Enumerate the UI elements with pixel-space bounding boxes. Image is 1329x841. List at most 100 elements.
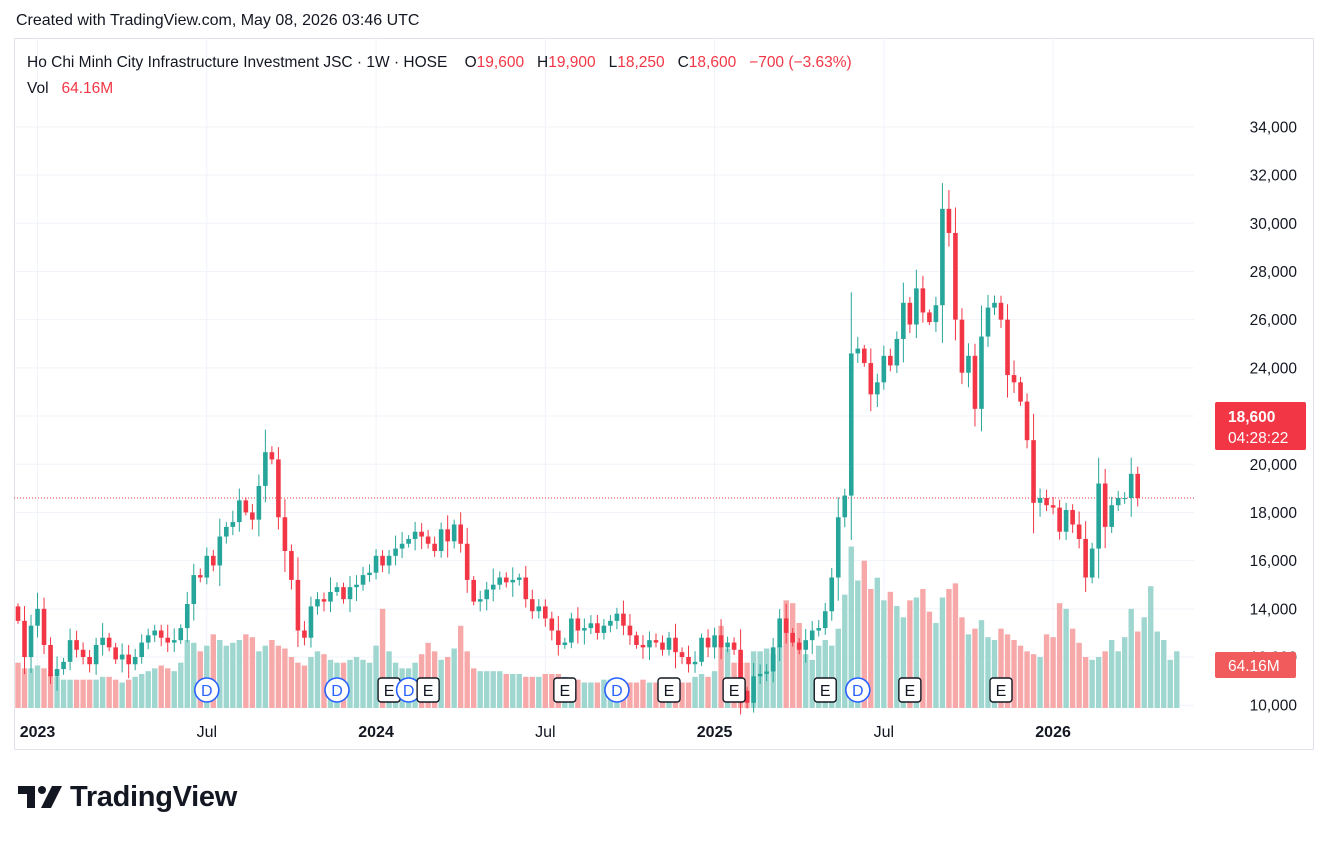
candle-body xyxy=(380,555,385,566)
symbol-interval[interactable]: 1W xyxy=(366,54,390,71)
volume-bar xyxy=(464,651,470,708)
candle-body xyxy=(529,599,535,612)
volume-bar xyxy=(1030,654,1037,708)
candle-body xyxy=(686,657,691,665)
candle-body xyxy=(595,623,600,633)
time-tick-label: 2023 xyxy=(20,724,56,741)
volume-bar xyxy=(783,600,789,708)
volume-bar xyxy=(184,640,190,708)
candle-body xyxy=(692,661,698,665)
candle-body xyxy=(28,625,34,658)
volume-bar xyxy=(920,589,926,708)
volume-bar xyxy=(353,657,360,708)
volume-bar xyxy=(679,682,685,708)
candle-body xyxy=(276,459,281,518)
earnings-marker xyxy=(657,677,681,703)
candle-body xyxy=(718,635,724,648)
volume-bar xyxy=(262,645,269,708)
volume-bar xyxy=(1135,631,1141,708)
volume-bar xyxy=(321,654,327,708)
volume-bar xyxy=(158,665,164,708)
volume-bar xyxy=(145,671,151,708)
candle-body xyxy=(204,555,210,578)
time-tick-label: Jul xyxy=(535,724,555,741)
volume-bar xyxy=(1148,586,1154,708)
candle-body xyxy=(673,637,678,653)
candle-body xyxy=(197,575,203,578)
dividend-marker xyxy=(844,677,871,703)
volume-bar xyxy=(516,674,522,708)
dividend-marker xyxy=(604,677,630,703)
volume-bar xyxy=(295,662,301,708)
volume-bar xyxy=(1174,651,1180,708)
volume-bar xyxy=(1095,657,1102,708)
volume-label[interactable]: Vol xyxy=(27,80,49,97)
symbol-name[interactable]: Ho Chi Minh City Infrastructure Investme… xyxy=(27,54,353,71)
candle-body xyxy=(425,536,431,544)
volume-bar xyxy=(1082,657,1089,708)
volume-bar xyxy=(907,600,913,708)
price-tick-label: 26,000 xyxy=(1250,312,1298,329)
candle-body xyxy=(770,647,776,672)
volume-bar xyxy=(1161,640,1167,708)
earnings-marker xyxy=(416,677,440,703)
last-price-badge-price: 18,600 xyxy=(1228,409,1275,426)
candle-body xyxy=(224,526,229,537)
candle-body xyxy=(341,587,346,600)
candle-body xyxy=(966,355,971,373)
volume-bar xyxy=(86,679,93,708)
volume-bar xyxy=(985,637,991,708)
price-tick-label: 24,000 xyxy=(1250,360,1298,377)
candle-body xyxy=(1128,473,1134,498)
price-axis[interactable]: 10,00012,00014,00016,00018,00020,00022,0… xyxy=(1250,119,1298,714)
earnings-marker-label: E xyxy=(905,683,916,700)
dividend-marker-label: D xyxy=(403,683,415,700)
volume-bar xyxy=(1017,645,1024,708)
candle-body xyxy=(315,599,320,607)
price-tick-label: 30,000 xyxy=(1250,216,1298,233)
time-axis[interactable]: 2023 Jul 2024 Jul 2025 Jul 2026 xyxy=(20,724,1071,741)
candle-body xyxy=(367,572,372,576)
candle-body xyxy=(295,579,301,631)
candle-body xyxy=(360,575,366,585)
candle-body xyxy=(575,618,581,631)
candle-body xyxy=(829,577,835,612)
candle-body xyxy=(184,604,190,629)
candle-body xyxy=(627,625,633,636)
earnings-marker xyxy=(553,677,577,703)
tradingview-logo[interactable]: TradingView xyxy=(18,780,237,814)
candle-body xyxy=(1050,505,1056,508)
candle-body xyxy=(354,584,359,588)
price-candles xyxy=(15,183,1141,715)
candle-body xyxy=(477,599,483,602)
volume-bar xyxy=(536,676,542,708)
candle-body xyxy=(953,232,958,320)
dividend-marker xyxy=(193,677,220,703)
volume-bar xyxy=(835,628,841,708)
volume-bar xyxy=(1154,631,1160,708)
candle-body xyxy=(386,555,392,566)
candle-body xyxy=(868,363,874,395)
candle-body xyxy=(1037,497,1043,503)
volume-bar xyxy=(926,611,933,708)
volume-bar xyxy=(939,597,946,708)
candle-body xyxy=(562,642,568,645)
candle-body xyxy=(679,652,685,658)
volume-bar xyxy=(490,671,496,708)
volume-bar xyxy=(861,560,867,708)
candle-body xyxy=(139,642,144,658)
volume-bar xyxy=(685,682,692,708)
candle-body xyxy=(328,591,333,602)
candle-body xyxy=(132,657,138,665)
volume-bar xyxy=(191,642,197,708)
candle-body xyxy=(1011,375,1017,383)
earnings-marker xyxy=(722,677,746,703)
candle-body xyxy=(74,640,79,650)
volume-bar xyxy=(34,665,41,708)
candle-body xyxy=(927,312,932,323)
volume-bar xyxy=(1050,637,1056,708)
volume-bar xyxy=(21,668,28,708)
volume-bar xyxy=(848,546,854,708)
candle-body xyxy=(263,452,268,486)
